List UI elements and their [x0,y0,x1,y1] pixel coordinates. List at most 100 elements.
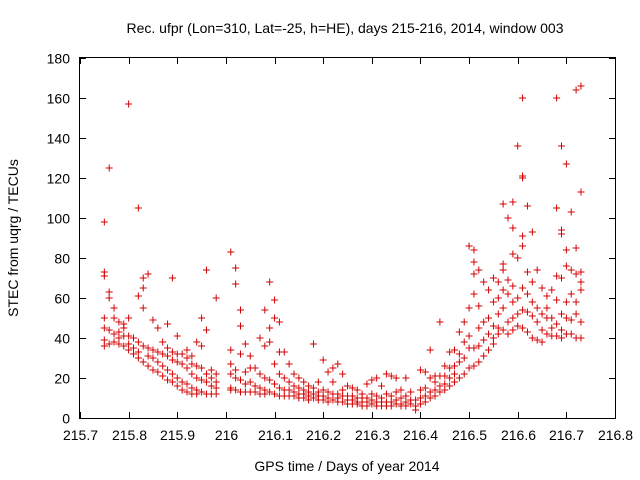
x-tick-label: 215.9 [160,427,195,443]
data-point [562,246,570,254]
data-point [232,366,240,374]
y-tick-label: 160 [47,91,71,107]
data-point [144,362,152,370]
data-point [475,266,483,274]
data-point [154,324,162,332]
data-point [553,320,561,328]
data-point [577,334,585,342]
data-point [198,388,206,396]
data-point [470,362,478,370]
data-point [514,142,522,150]
data-point [256,334,264,342]
data-point [120,324,128,332]
data-point [237,376,244,384]
data-point [100,324,108,332]
data-points [100,82,585,414]
data-point [514,254,522,262]
data-point [295,374,303,382]
data-point [523,328,531,336]
data-point [193,374,201,382]
data-point [378,382,386,390]
data-point [212,294,220,302]
data-point [193,362,201,370]
data-point [202,266,210,274]
data-point [499,304,507,312]
data-point [460,318,468,326]
data-point [309,340,317,348]
data-point [183,354,191,362]
data-point [329,378,337,386]
data-point [212,390,220,398]
y-tick-label: 80 [54,251,70,267]
data-point [480,278,488,286]
data-point [504,214,512,222]
data-point [305,382,313,390]
data-point [164,352,172,360]
data-point [246,352,254,360]
data-point [105,294,113,302]
data-point [266,338,274,346]
data-point [558,142,565,150]
data-point [290,382,298,390]
data-point [465,332,473,340]
data-point [154,348,162,356]
data-point [159,362,167,370]
data-point [188,352,196,360]
data-point [509,198,517,206]
data-point [528,298,536,306]
data-point [324,398,332,406]
x-tick-label: 216.4 [403,427,438,443]
data-point [275,384,283,392]
data-point [485,286,493,294]
data-point [290,370,298,378]
data-point [314,378,322,386]
data-point [480,352,488,360]
data-point [232,386,240,394]
data-point [373,392,381,400]
x-tick-label: 216.3 [355,427,390,443]
data-point [387,402,395,410]
data-point [285,378,293,386]
data-point [232,374,240,382]
data-point [251,364,259,372]
data-point [188,384,196,392]
data-point [402,402,410,410]
data-point [261,374,269,382]
data-point [504,276,512,284]
data-point [159,372,167,380]
data-point [397,386,405,394]
data-point [353,400,361,408]
data-point [567,330,575,338]
data-point [237,306,244,314]
data-point [572,270,580,278]
data-point [499,200,507,208]
data-point [115,328,123,336]
data-point [300,394,308,402]
data-point [523,290,531,298]
data-point [139,304,147,312]
data-point [441,386,449,394]
data-point [139,358,147,366]
data-point [538,284,546,292]
data-point [460,338,468,346]
data-point [319,396,327,404]
data-point [567,316,575,324]
data-point [533,266,541,274]
data-point [368,376,376,384]
data-point [266,324,274,332]
data-point [485,314,493,322]
y-tick-label: 0 [62,411,70,427]
data-point [455,328,463,336]
data-point [363,380,371,388]
data-point [115,318,123,326]
data-point [528,334,536,342]
y-tick-label: 20 [54,371,70,387]
plot-frame [79,57,616,419]
data-point [416,394,424,402]
data-point [149,316,157,324]
data-point [567,266,575,274]
data-point [207,366,215,374]
y-tick-label: 40 [54,331,70,347]
data-point [509,224,517,232]
